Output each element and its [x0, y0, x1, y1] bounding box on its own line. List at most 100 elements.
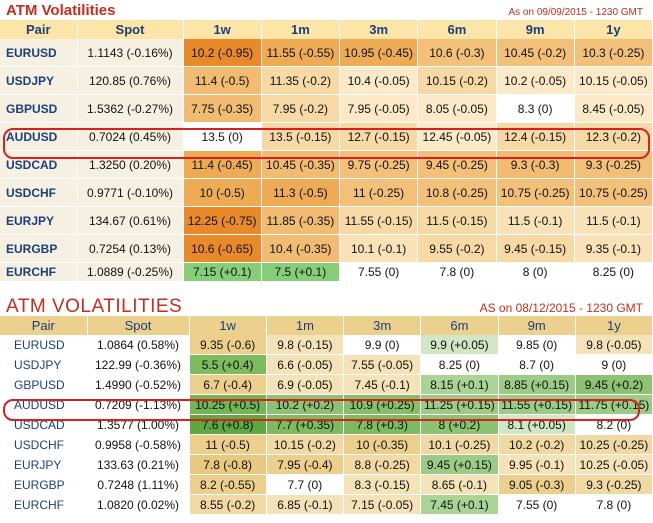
pair-cell: USDJPY — [0, 66, 78, 95]
vol-cell: 11 (-0.25) — [339, 178, 419, 207]
table-row: USDCHF 0.9958 (-0.58%) 11 (-0.5) 10.15 (-0.… — [0, 434, 653, 455]
vol-cell: 10.2 (-0.95) — [183, 39, 262, 67]
spot-cell: 1.0864 (0.58%) — [87, 335, 190, 355]
column-header-3m: 3m — [343, 316, 422, 335]
vol-cell: 8.55 (-0.2) — [189, 494, 267, 515]
vol-cell: 11.55 (-0.15) — [339, 206, 419, 235]
audusd-highlight-ring — [3, 128, 650, 159]
as-of-date: As on 09/09/2015 - 1230 GMT — [508, 7, 643, 18]
table-row: EURCHF 1.0820 (0.02%) 8.55 (-0.2) 6.85 (-0.… — [0, 494, 653, 515]
vol-cell: 8.3 (-0.15) — [343, 474, 422, 495]
vol-cell: 8.65 (-0.1) — [420, 474, 499, 495]
panel-title: ATM Volatilities — [6, 2, 116, 19]
vol-cell: 7.5 (+0.1) — [261, 262, 341, 282]
vol-cell: 9.35 (-0.6) — [189, 335, 267, 355]
column-header-1w: 1w — [189, 316, 267, 335]
vol-cell: 8 (0) — [496, 262, 575, 282]
table-row: USDCHF 0.9771 (-0.10%) 10 (-0.5) 11.3 (-0.5… — [0, 178, 653, 207]
pair-cell: USDCHF — [0, 178, 78, 207]
as-of-date: AS on 08/12/2015 - 1230 GMT — [479, 301, 643, 315]
column-header-6m: 6m — [420, 316, 499, 335]
panel-header: ATM VOLATILITIES AS on 08/12/2015 - 1230… — [0, 296, 653, 317]
table-row: GBPUSD 1.4990 (-0.52%) 6.7 (-0.4) 6.9 (-0.0… — [0, 374, 653, 395]
vol-cell: 9.9 (0) — [343, 335, 422, 355]
column-header-1m: 1m — [261, 20, 341, 39]
table-row: EURGBP 0.7248 (1.11%) 8.2 (-0.55) 7.7 (0) 8.… — [0, 474, 653, 495]
vol-cell: 9.45 (+0.2) — [575, 374, 653, 395]
vol-cell: 7.75 (-0.35) — [183, 94, 262, 123]
vol-cell: 8.85 (+0.15) — [498, 374, 576, 395]
column-header-pair: Pair — [0, 20, 78, 39]
vol-cell: 7.95 (-0.2) — [261, 94, 341, 123]
vol-cell: 10.2 (-0.05) — [496, 66, 575, 95]
vol-cell: 10.4 (-0.05) — [339, 66, 419, 95]
table-row: USDCAD 1.3250 (0.20%) 11.4 (-0.45) 10.45 (-… — [0, 150, 653, 179]
table-body: EURUSD 1.1143 (-0.16%) 10.2 (-0.95) 11.55 (… — [0, 39, 653, 282]
vol-cell: 8.05 (-0.05) — [417, 94, 497, 123]
vol-cell: 11.3 (-0.5) — [261, 178, 341, 207]
pair-cell: GBPUSD — [0, 374, 88, 395]
vol-cell: 11.4 (-0.5) — [183, 66, 262, 95]
vol-cell: 10.1 (-0.25) — [420, 434, 499, 455]
vol-cell: 12.3 (-0.2) — [574, 122, 653, 151]
vol-cell: 11.55 (-0.55) — [261, 39, 341, 67]
table-row: EURCHF 1.0889 (-0.25%) 7.15 (+0.1) 7.5 (+0.… — [0, 262, 653, 282]
table-body: EURUSD 1.0864 (0.58%) 9.35 (-0.6) 9.8 (-0.1… — [0, 335, 653, 515]
vol-cell: 9 (0) — [575, 354, 653, 375]
vol-cell: 10.15 (-0.2) — [417, 66, 497, 95]
vol-cell: 7.95 (-0.05) — [339, 94, 419, 123]
spot-cell: 0.9771 (-0.10%) — [77, 178, 184, 207]
vol-cell: 9.9 (+0.05) — [420, 335, 499, 355]
spot-cell: 0.9958 (-0.58%) — [87, 434, 190, 455]
vol-cell: 10.95 (-0.45) — [339, 39, 419, 67]
spot-cell: 122.99 (-0.36%) — [87, 354, 190, 375]
vol-cell: 11.4 (-0.45) — [183, 150, 262, 179]
vol-cell: 10.2 (-0.2) — [498, 434, 576, 455]
vol-cell: 9.85 (0) — [498, 335, 576, 355]
vol-cell: 8.25 (0) — [420, 354, 499, 375]
vol-cell: 9.3 (-0.3) — [496, 150, 575, 179]
spot-cell: 1.5362 (-0.27%) — [77, 94, 184, 123]
table-row: EURJPY 134.67 (0.61%) 12.25 (-0.75) 11.85 (… — [0, 206, 653, 235]
vol-cell: 9.8 (-0.15) — [266, 335, 345, 355]
vol-cell: 7.8 (0) — [417, 262, 497, 282]
volatility-panel-aug: ATM VOLATILITIES AS on 08/12/2015 - 1230… — [0, 296, 653, 523]
column-header-spot: Spot — [77, 20, 184, 39]
column-header-6m: 6m — [417, 20, 497, 39]
table-row: AUDUSD 0.7024 (0.45%) 13.5 (0) 13.5 (-0.15)… — [0, 122, 653, 151]
table-row: USDJPY 120.85 (0.76%) 11.4 (-0.5) 11.35 (-0… — [0, 66, 653, 95]
panel-header: ATM Volatilities As on 09/09/2015 - 1230… — [0, 0, 653, 20]
pair-cell: EURJPY — [0, 454, 88, 475]
spot-cell: 1.4990 (-0.52%) — [87, 374, 190, 395]
vol-cell: 5.5 (+0.4) — [189, 354, 267, 375]
spot-cell: 133.63 (0.21%) — [87, 454, 190, 475]
table-header-row: Pair Spot 1w 1m 3m 6m 9m 1y — [0, 20, 653, 39]
table-row: USDJPY 122.99 (-0.36%) 5.5 (+0.4) 6.6 (-0.0… — [0, 354, 653, 375]
table-header-row: Pair Spot 1w 1m 3m 6m 9m 1y — [0, 316, 653, 335]
vol-cell: 12.45 (-0.05) — [417, 122, 497, 151]
spot-cell: 1.0889 (-0.25%) — [77, 262, 184, 282]
spot-cell: 0.7248 (1.11%) — [87, 474, 190, 495]
vol-cell: 11.5 (-0.1) — [574, 206, 653, 235]
vol-cell: 9.95 (-0.1) — [498, 454, 576, 475]
vol-cell: 8.3 (0) — [496, 94, 575, 123]
column-header-1w: 1w — [183, 20, 262, 39]
vol-cell: 8.25 (0) — [574, 262, 653, 282]
spot-cell: 1.0820 (0.02%) — [87, 494, 190, 515]
vol-cell: 7.15 (-0.05) — [343, 494, 422, 515]
vol-cell: 12.7 (-0.15) — [339, 122, 419, 151]
vol-cell: 9.3 (-0.25) — [575, 474, 653, 495]
vol-cell: 10.45 (-0.2) — [496, 39, 575, 67]
audusd-highlight-ring — [3, 399, 640, 421]
vol-cell: 6.9 (-0.05) — [266, 374, 345, 395]
column-header-3m: 3m — [339, 20, 419, 39]
vol-cell: 8.15 (+0.1) — [420, 374, 499, 395]
vol-cell: 10.4 (-0.35) — [261, 234, 341, 263]
table-row: EURUSD 1.1143 (-0.16%) 10.2 (-0.95) 11.55 (… — [0, 39, 653, 67]
vol-cell: 9.75 (-0.25) — [339, 150, 419, 179]
vol-cell: 7.8 (0) — [575, 494, 653, 515]
vol-cell: 9.05 (-0.3) — [498, 474, 576, 495]
vol-cell: 10.75 (-0.25) — [496, 178, 575, 207]
column-header-1y: 1y — [575, 316, 653, 335]
vol-cell: 13.5 (0) — [183, 122, 262, 151]
